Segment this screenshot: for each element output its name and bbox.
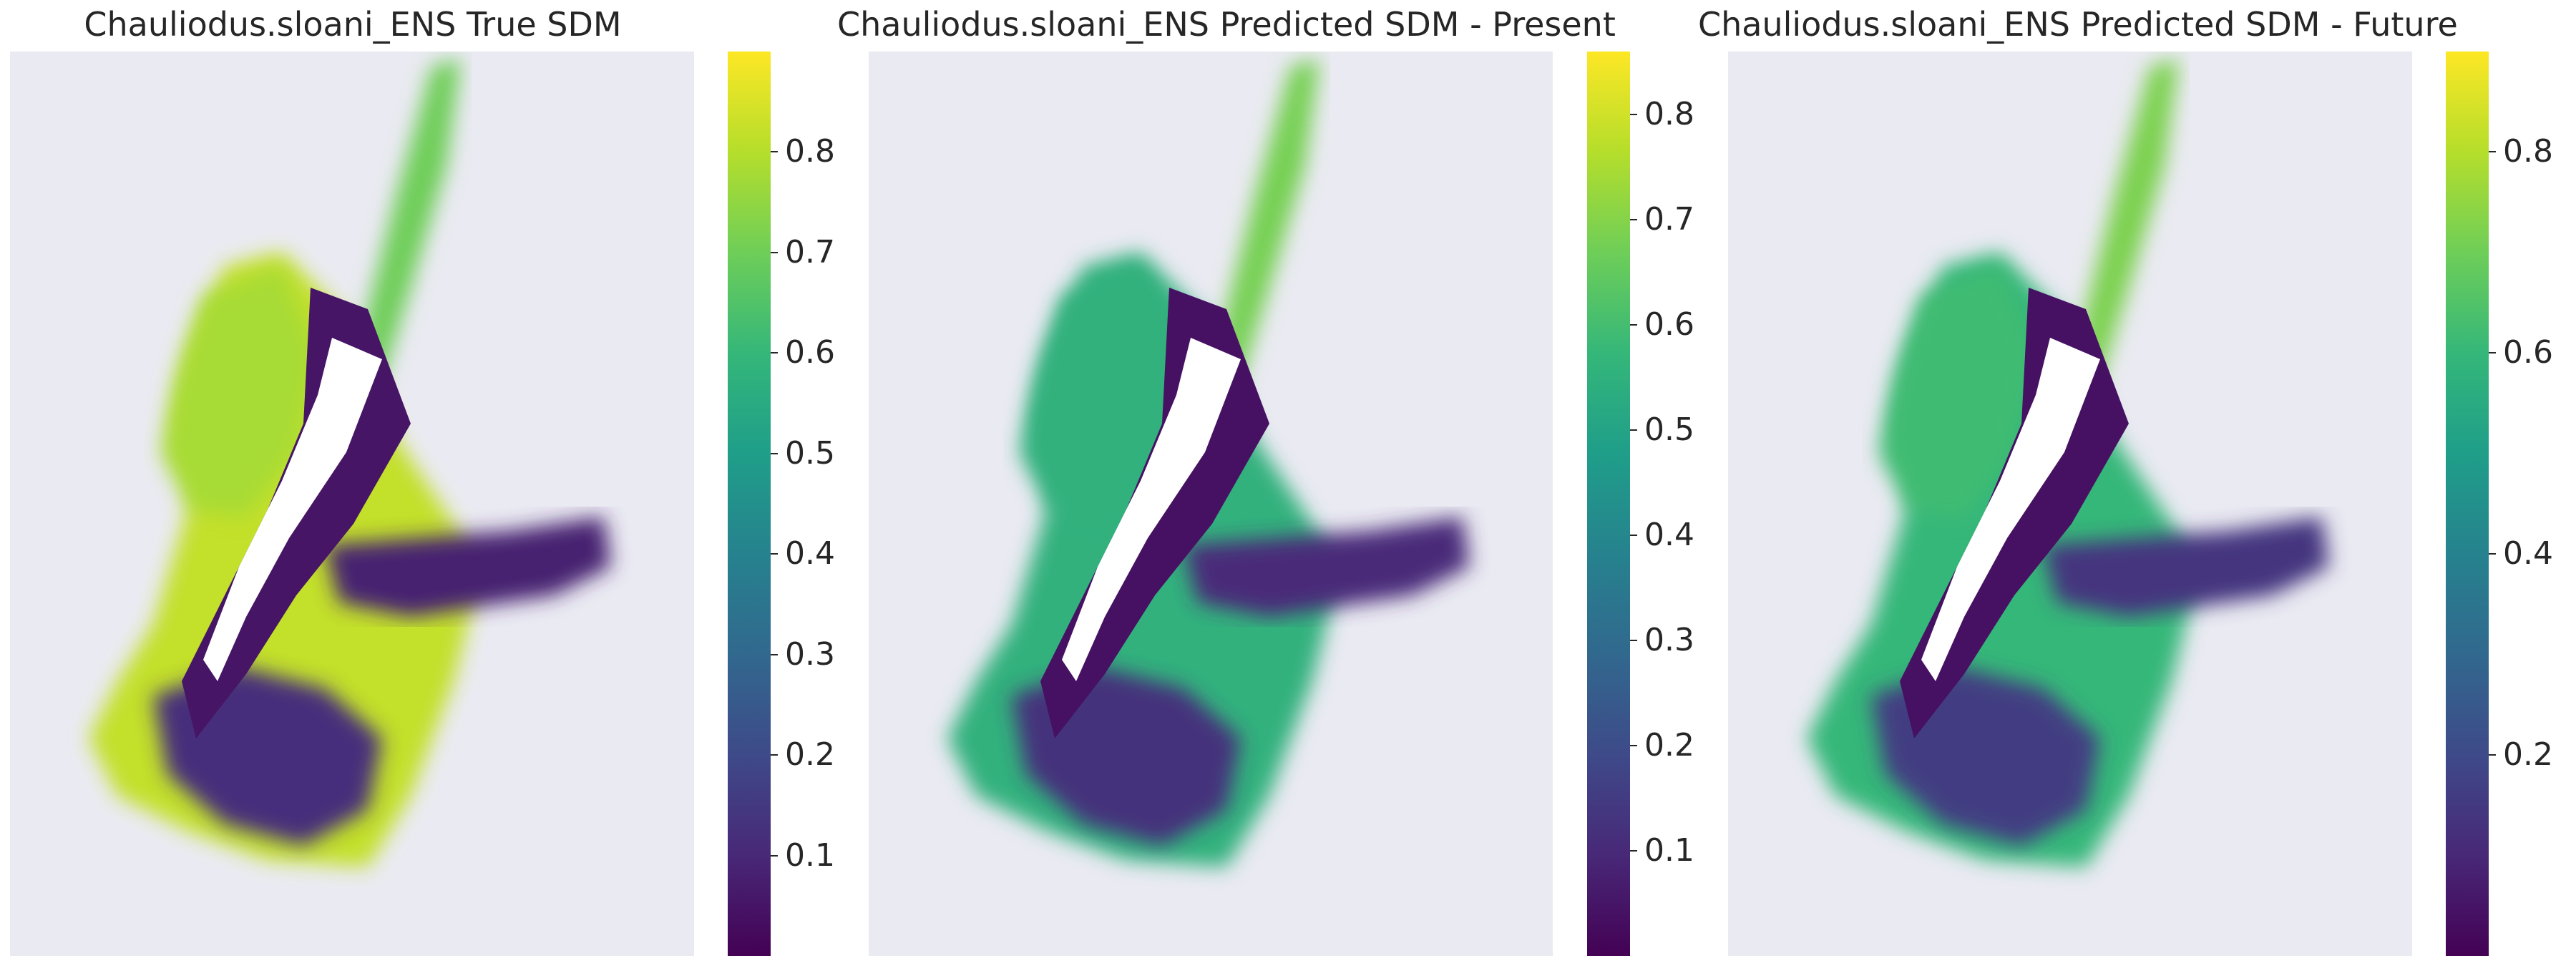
- colorbar-tick-label: 0.5: [1644, 411, 1694, 449]
- colorbar-tick: [771, 452, 778, 454]
- colorbar-tick-label: 0.4: [1644, 517, 1694, 554]
- panel-title: Chauliodus.sloani_ENS Predicted SDM - Pr…: [837, 5, 1616, 44]
- colorbar-tick: [2489, 352, 2496, 354]
- colorbar-tick: [771, 854, 778, 857]
- colorbar-tick: [771, 352, 778, 354]
- colorbar-tick: [1630, 745, 1637, 747]
- colorbar-tick: [1630, 324, 1637, 326]
- region-east-ridge: [1212, 59, 1319, 388]
- colorbar-tick-label: 0.8: [2503, 133, 2553, 170]
- colorbar-tick-label: 0.1: [1644, 832, 1694, 869]
- sdm-map: [1728, 52, 2412, 956]
- colorbar: [1587, 52, 1630, 956]
- colorbar-tick: [1630, 219, 1637, 221]
- colorbar-tick: [771, 151, 778, 153]
- region-chatham-rise: [1184, 517, 1470, 617]
- colorbar-tick-label: 0.1: [785, 836, 835, 874]
- panel-title: Chauliodus.sloani_ENS Predicted SDM - Fu…: [1698, 5, 2458, 44]
- colorbar-tick-label: 0.6: [1644, 306, 1694, 343]
- region-north-west-shelf: [1878, 266, 2036, 517]
- colorbar-tick: [2489, 754, 2496, 756]
- region-east-ridge: [2072, 59, 2179, 388]
- colorbar-tick-label: 0.2: [2503, 736, 2553, 774]
- colorbar-tick: [771, 251, 778, 253]
- region-chatham-rise: [325, 517, 611, 617]
- colorbar-tick: [771, 553, 778, 555]
- colorbar: [2446, 52, 2489, 956]
- colorbar-tick: [2489, 553, 2496, 555]
- colorbar-tick: [1630, 429, 1637, 431]
- colorbar-tick: [1630, 535, 1637, 537]
- colorbar-tick-label: 0.3: [785, 635, 835, 673]
- land-mask: [203, 338, 382, 681]
- colorbar-tick: [771, 653, 778, 655]
- region-chatham-rise: [2043, 517, 2329, 617]
- colorbar-tick: [1630, 640, 1637, 642]
- colorbar-tick: [1630, 114, 1637, 116]
- colorbar-tick-label: 0.4: [2503, 535, 2553, 572]
- colorbar-tick: [1630, 850, 1637, 852]
- colorbar-tick-label: 0.8: [1644, 96, 1694, 133]
- region-north-west-shelf: [160, 266, 318, 517]
- land-mask: [1921, 338, 2100, 681]
- colorbar-tick-label: 0.5: [785, 434, 835, 472]
- sdm-map: [869, 52, 1553, 956]
- sdm-map-svg: [89, 59, 611, 867]
- region-east-ridge: [353, 59, 461, 388]
- panel-title: Chauliodus.sloani_ENS True SDM: [84, 5, 622, 44]
- colorbar-tick-label: 0.3: [1644, 622, 1694, 659]
- colorbar: [728, 52, 771, 956]
- colorbar-tick-label: 0.2: [785, 736, 835, 774]
- colorbar-tick-label: 0.2: [1644, 727, 1694, 764]
- colorbar-tick-label: 0.6: [785, 334, 835, 371]
- land-mask: [1062, 338, 1241, 681]
- sdm-map: [10, 52, 694, 956]
- colorbar-tick: [2489, 151, 2496, 153]
- colorbar-tick: [771, 754, 778, 756]
- sdm-map-svg: [947, 59, 1470, 867]
- sdm-map-svg: [1807, 59, 2329, 867]
- colorbar-tick-label: 0.4: [785, 535, 835, 572]
- colorbar-tick-label: 0.6: [2503, 334, 2553, 371]
- colorbar-tick-label: 0.7: [1644, 201, 1694, 238]
- colorbar-tick-label: 0.8: [785, 133, 835, 170]
- region-north-west-shelf: [1019, 266, 1176, 517]
- colorbar-tick-label: 0.7: [785, 233, 835, 270]
